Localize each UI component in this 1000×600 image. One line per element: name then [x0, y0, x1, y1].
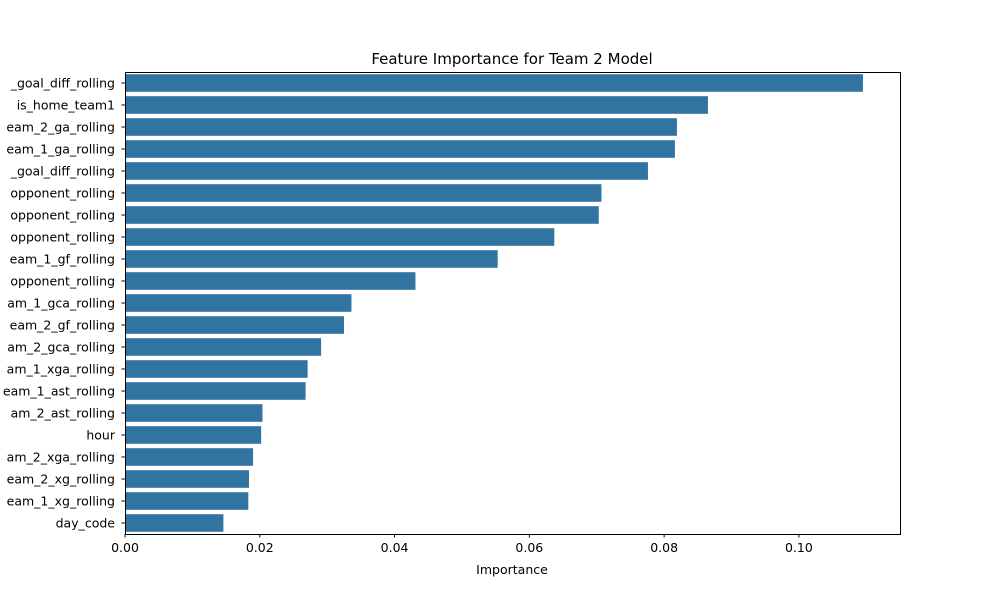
y-tick-label: day_code — [56, 516, 116, 531]
y-tick-label: opponent_rolling — [10, 274, 115, 289]
y-tick-label: eam_1_xg_rolling — [7, 494, 115, 509]
y-tick-label: _goal_diff_rolling — [10, 76, 115, 91]
bar — [125, 338, 322, 356]
plot-frame — [125, 72, 901, 535]
bar — [125, 228, 555, 246]
bar — [125, 272, 416, 290]
bar — [125, 74, 863, 92]
y-tick-label: eam_1_gf_rolling — [10, 252, 115, 267]
y-tick-label: _goal_diff_rolling — [10, 164, 115, 179]
bar — [125, 360, 308, 378]
bar — [125, 250, 498, 268]
x-tick-label: 0.04 — [381, 540, 409, 555]
y-tick-label: opponent_rolling — [10, 208, 115, 223]
chart-title: Feature Importance for Team 2 Model — [371, 50, 652, 68]
bar — [125, 404, 263, 422]
x-tick-label: 0.08 — [650, 540, 678, 555]
bar — [125, 140, 675, 158]
bar — [125, 470, 249, 488]
bar — [125, 382, 306, 400]
x-tick-label: 0.10 — [785, 540, 813, 555]
bars-group — [125, 74, 863, 532]
bar — [125, 426, 262, 444]
x-tick-label: 0.02 — [246, 540, 274, 555]
bar — [125, 492, 249, 510]
y-tick-label: am_1_xga_rolling — [7, 362, 115, 377]
y-tick-label: eam_1_ga_rolling — [6, 142, 115, 157]
bar — [125, 316, 345, 334]
y-tick-label: am_1_gca_rolling — [7, 296, 115, 311]
y-tick-label: am_2_gca_rolling — [7, 340, 115, 355]
bar — [125, 206, 599, 224]
y-tick-label: eam_2_xg_rolling — [7, 472, 115, 487]
bar — [125, 448, 254, 466]
y-tick-label: opponent_rolling — [10, 230, 115, 245]
y-axis-ticks: _goal_diff_rolling is_home_team1 eam_2_ga_… — [3, 76, 125, 531]
bar — [125, 184, 602, 202]
y-tick-label: am_2_ast_rolling — [11, 406, 115, 421]
bar — [125, 514, 224, 532]
y-tick-label: eam_2_gf_rolling — [10, 318, 115, 333]
y-tick-label: eam_2_ga_rolling — [6, 120, 115, 135]
y-tick-label: opponent_rolling — [10, 186, 115, 201]
bar — [125, 162, 648, 180]
y-tick-label: am_2_xga_rolling — [7, 450, 115, 465]
bar — [125, 96, 708, 114]
x-tick-label: 0.00 — [111, 540, 139, 555]
x-axis-label: Importance — [476, 562, 548, 577]
y-tick-label: hour — [86, 428, 115, 443]
x-axis-ticks: 0.00 0.02 0.04 0.06 0.08 0.10 — [111, 534, 813, 555]
x-tick-label: 0.06 — [515, 540, 543, 555]
bar — [125, 294, 352, 312]
y-tick-label: eam_1_ast_rolling — [3, 384, 115, 399]
bar — [125, 118, 677, 136]
y-tick-label: is_home_team1 — [17, 98, 115, 113]
